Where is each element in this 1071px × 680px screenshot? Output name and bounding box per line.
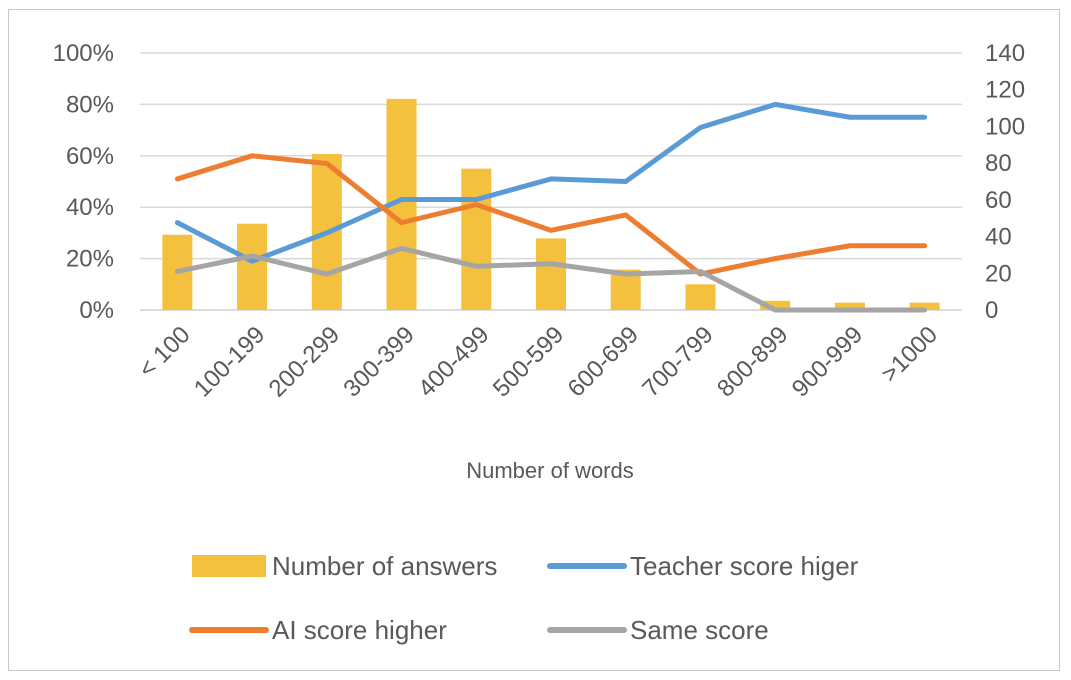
legend-item-number-of-answers: Number of answers (192, 551, 497, 581)
x-axis-tick-label: 900-999 (787, 321, 868, 402)
legend-item-ai-score-higher: AI score higher (189, 615, 447, 645)
right-axis-tick-label: 60 (985, 187, 1012, 214)
x-axis-tick-label: 500-599 (488, 321, 569, 402)
right-axis-tick-label: 40 (985, 224, 1012, 251)
right-axis-tick-label: 120 (985, 77, 1025, 104)
x-axis-tick-label: < 100 (134, 321, 196, 383)
left-axis-tick-label: 80% (66, 91, 114, 118)
bar-number-of-answers (461, 168, 492, 310)
legend-label: Number of answers (272, 551, 497, 581)
x-axis-tick-label: 600-699 (563, 321, 644, 402)
right-axis-tick-label: 140 (985, 40, 1025, 67)
legend-swatch (192, 555, 266, 577)
line-same-score (174, 245, 928, 313)
x-axis-tick-label: 300-399 (338, 321, 419, 402)
x-axis-tick-label: 700-799 (637, 321, 718, 402)
right-axis-tick-label: 0 (985, 297, 998, 324)
left-axis-tick-label: 0% (79, 297, 114, 324)
left-axis-tick-label: 20% (66, 246, 114, 273)
bar-number-of-answers (685, 284, 716, 310)
legend: Number of answers Teacher score higer AI s… (189, 551, 859, 645)
legend-label: AI score higher (272, 615, 447, 645)
legend-label: Same score (630, 615, 769, 645)
legend-item-same-score: Same score (547, 615, 769, 645)
bar-series (162, 98, 940, 311)
line-ai-score-higher (174, 153, 928, 277)
bar-number-of-answers (237, 223, 268, 310)
right-axis-tick-label: 100 (985, 113, 1025, 140)
left-axis-tick-label: 100% (53, 40, 114, 67)
left-axis-tick-label: 40% (66, 194, 114, 221)
x-axis-tick-label: >1000 (876, 321, 943, 388)
legend-label: Teacher score higer (630, 551, 859, 581)
x-axis-tick-label: 800-899 (712, 321, 793, 402)
line-series (174, 101, 928, 313)
left-axis-ticks: 0% 20% 40% 60% 80% 100% (53, 40, 114, 324)
bar-number-of-answers (834, 302, 865, 310)
legend-item-teacher-score-higer: Teacher score higer (547, 551, 859, 581)
x-axis-label: Number of words (466, 458, 634, 483)
bar-number-of-answers (536, 238, 566, 310)
bar-number-of-answers (909, 302, 940, 310)
bar-number-of-answers (760, 300, 791, 310)
x-axis-tick-label: 200-299 (264, 321, 345, 402)
line-teacher-score-higer (174, 101, 928, 264)
x-axis-tick-label: 100-199 (189, 321, 270, 402)
x-axis-tick-label: 400-499 (413, 321, 494, 402)
left-axis-tick-label: 60% (66, 143, 114, 170)
right-axis-ticks: 0 20 40 60 80 100 120 140 (985, 40, 1025, 324)
right-axis-tick-label: 20 (985, 260, 1012, 287)
x-axis-ticks: < 100100-199200-299300-399400-499500-599… (134, 321, 943, 402)
right-axis-tick-label: 80 (985, 150, 1012, 177)
